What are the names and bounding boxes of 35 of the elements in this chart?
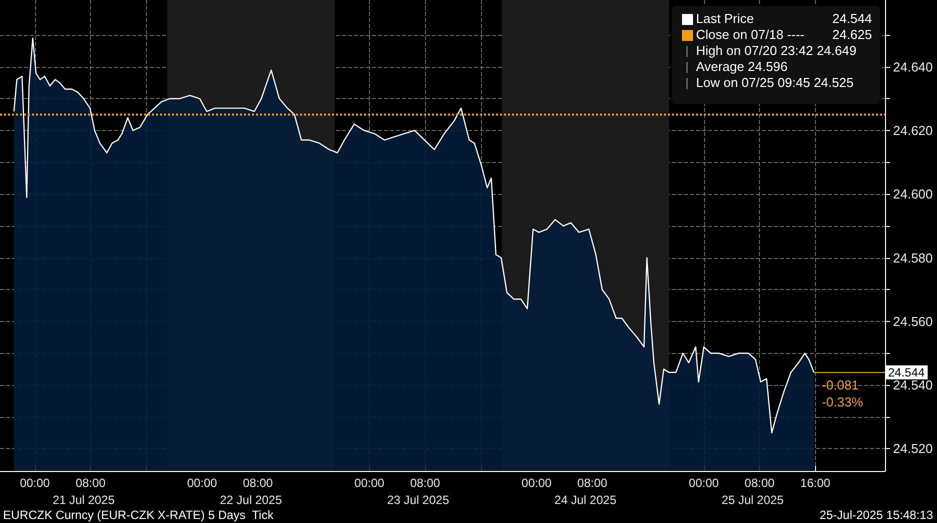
x2-tick-label: 23 Jul 2025 bbox=[387, 493, 450, 507]
x-tick-label: 00:00 bbox=[20, 476, 50, 490]
y-tick-label: 24.580 bbox=[893, 250, 933, 266]
text: 25-Jul-2025 15:48:13 bbox=[820, 508, 934, 522]
y-tick-label: 24.620 bbox=[893, 122, 933, 138]
annotation: Low on 07/25 09:45 24.525 bbox=[696, 75, 854, 90]
text: EURCZK Curncy (EUR-CZK X-RATE) 5 Days Tick bbox=[3, 508, 274, 522]
x-tick-label: 08:00 bbox=[744, 476, 775, 490]
x2-tick-label: 25 Jul 2025 bbox=[722, 493, 784, 507]
y-tick-label: 24.640 bbox=[893, 59, 933, 74]
x-tick-label: 00:00 bbox=[187, 476, 218, 490]
annotation: 24.544 bbox=[888, 365, 926, 380]
x-tick-label: 08:00 bbox=[76, 476, 106, 490]
annotation: -0.33% bbox=[822, 394, 864, 410]
legend-label: Last Price bbox=[696, 11, 754, 26]
x2-tick-label: 21 Jul 2025 bbox=[52, 493, 115, 507]
x-tick-label: 08:00 bbox=[242, 476, 274, 490]
annotation: High on 07/20 23:42 24.649 bbox=[696, 43, 856, 58]
x-tick-label: 00:00 bbox=[688, 476, 720, 490]
x-tick-label: 16:00 bbox=[800, 476, 831, 490]
y-tick-label: 24.560 bbox=[893, 314, 933, 329]
annotation: Average 24.596 bbox=[696, 59, 788, 74]
y-tick-label: 24.600 bbox=[893, 186, 933, 202]
x-tick-label: 00:00 bbox=[354, 476, 385, 490]
x-tick-label: 08:00 bbox=[410, 476, 440, 490]
x2-tick-label: 22 Jul 2025 bbox=[220, 493, 282, 507]
annotation: -0.081 bbox=[822, 377, 859, 392]
legend-label: Close on 07/18 ---- bbox=[696, 27, 804, 42]
y-tick-label: 24.520 bbox=[893, 441, 933, 456]
x2-tick-label: 24 Jul 2025 bbox=[554, 493, 617, 507]
y-tick-label: 24.540 bbox=[893, 378, 933, 393]
x-tick-label: 00:00 bbox=[522, 476, 552, 490]
annotation: 24.544 bbox=[832, 11, 872, 26]
annotation: 24.625 bbox=[832, 27, 872, 42]
x-tick-label: 08:00 bbox=[577, 476, 608, 490]
